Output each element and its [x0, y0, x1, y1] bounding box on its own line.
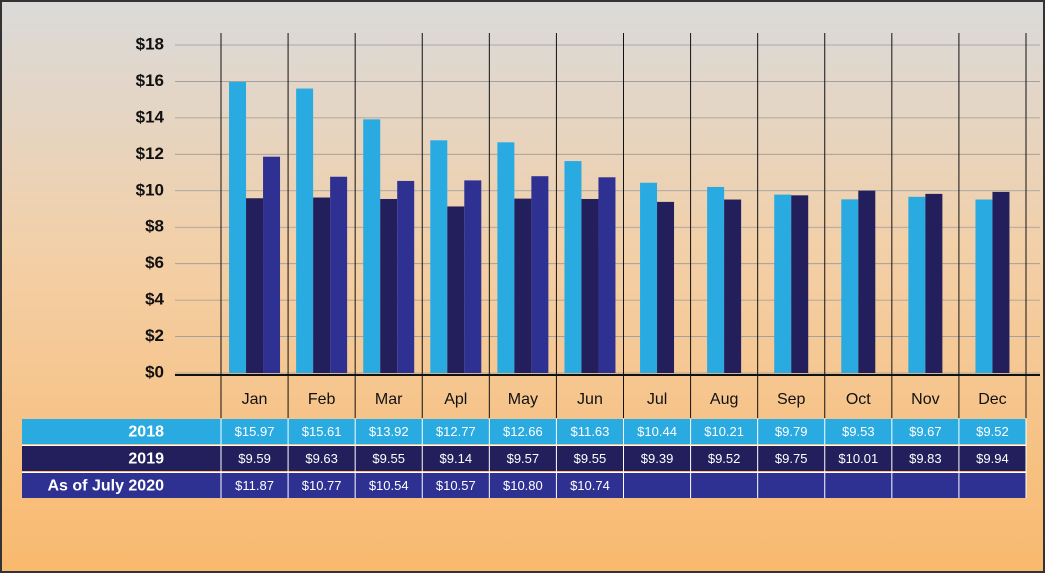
y-tick-label: $18: [136, 34, 164, 53]
bar: [464, 180, 482, 373]
table-cell: $9.63: [305, 451, 338, 466]
table-cell: $9.55: [372, 451, 405, 466]
table-cell: $10.21: [704, 424, 744, 439]
table-cell: $9.83: [909, 451, 942, 466]
bar: [724, 199, 742, 373]
bar: [925, 193, 943, 373]
bar: [975, 199, 993, 373]
bar: [447, 206, 465, 373]
x-tick-label: Oct: [846, 391, 871, 408]
table-cell: $9.67: [909, 424, 942, 439]
bar: [640, 182, 658, 373]
x-tick-label: Sep: [777, 391, 806, 408]
bar: [514, 198, 532, 373]
table-cell: $9.94: [976, 451, 1009, 466]
bar: [791, 195, 809, 373]
table-cell: $9.55: [574, 451, 607, 466]
bar: [774, 194, 792, 373]
table-cell: $10.74: [570, 478, 610, 493]
table-row: [22, 419, 1026, 444]
bar: [363, 119, 381, 373]
bar: [497, 142, 515, 373]
table-row: [22, 446, 1026, 471]
bar: [992, 191, 1010, 373]
bar: [564, 161, 582, 373]
y-tick-label: $16: [136, 71, 164, 90]
table-cell: $9.75: [775, 451, 808, 466]
y-tick-label: $10: [136, 180, 164, 199]
bar: [858, 190, 876, 373]
y-tick-label: $6: [145, 253, 164, 272]
x-tick-label: Feb: [308, 391, 336, 408]
table-cell: $12.66: [503, 424, 543, 439]
bar: [380, 198, 398, 373]
bar: [430, 140, 448, 373]
table-cell: $10.77: [302, 478, 342, 493]
table-cell: $9.57: [507, 451, 540, 466]
table-cell: $9.52: [708, 451, 741, 466]
table-cell: $9.52: [976, 424, 1009, 439]
table-row: [22, 473, 1026, 498]
table-cell: $12.77: [436, 424, 476, 439]
bar: [397, 180, 415, 373]
table-cell: $10.54: [369, 478, 409, 493]
table-cell: $10.57: [436, 478, 476, 493]
y-tick-label: $14: [136, 107, 165, 126]
bar: [841, 199, 859, 373]
bar: [313, 197, 331, 373]
table-cell: $10.44: [637, 424, 677, 439]
bar: [229, 81, 247, 373]
bar: [707, 186, 725, 373]
table-cell: $9.14: [440, 451, 473, 466]
bar: [330, 176, 348, 373]
x-tick-label: Nov: [911, 391, 939, 408]
table-cell: $9.59: [238, 451, 271, 466]
row-label: 2019: [128, 451, 164, 468]
table-cell: $10.80: [503, 478, 543, 493]
x-tick-label: Dec: [978, 391, 1006, 408]
x-tick-label: Jun: [577, 391, 603, 408]
table-cell: $13.92: [369, 424, 409, 439]
table-cell: $15.97: [235, 424, 275, 439]
bar: [263, 156, 281, 373]
y-tick-label: $2: [145, 326, 164, 345]
y-tick-label: $0: [145, 362, 164, 381]
bar: [657, 201, 675, 373]
bar: [908, 196, 926, 373]
bar: [246, 198, 264, 373]
y-tick-label: $4: [145, 290, 164, 309]
bar: [531, 176, 549, 373]
table-cell: $11.63: [571, 424, 610, 439]
y-tick-label: $12: [136, 144, 164, 163]
bar: [598, 177, 616, 373]
x-tick-label: May: [508, 391, 538, 408]
x-tick-label: Aug: [710, 391, 738, 408]
x-tick-label: Mar: [375, 391, 403, 408]
table-cell: $15.61: [302, 424, 342, 439]
y-tick-label: $8: [145, 217, 164, 236]
row-label: 2018: [128, 424, 164, 441]
row-label: As of July 2020: [48, 478, 165, 495]
table-cell: $11.87: [235, 478, 274, 493]
x-tick-label: Apl: [444, 391, 467, 408]
x-tick-label: Jan: [242, 391, 268, 408]
table-cell: $9.53: [842, 424, 875, 439]
table-cell: $9.39: [641, 451, 674, 466]
bar: [296, 88, 314, 373]
x-tick-label: Jul: [647, 391, 667, 408]
table-cell: $10.01: [838, 451, 878, 466]
table-cell: $9.79: [775, 424, 808, 439]
bar: [581, 198, 599, 373]
